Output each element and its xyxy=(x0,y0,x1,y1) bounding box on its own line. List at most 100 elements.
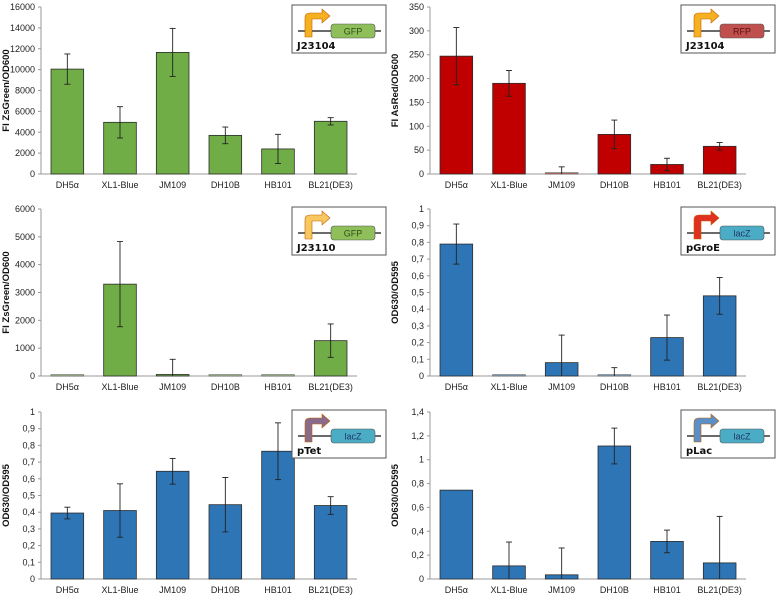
promoter-label: J23104 xyxy=(296,41,336,52)
y-tick-label: 350 xyxy=(409,2,424,12)
x-tick-label: DH5α xyxy=(56,382,79,392)
y-tick-label: 10000 xyxy=(10,65,35,75)
x-tick-label: DH10B xyxy=(211,585,240,595)
gene-box xyxy=(719,428,765,444)
construct-diagram: lacZ pGroE xyxy=(680,206,776,256)
promoter-label: J23110 xyxy=(296,243,336,254)
bar xyxy=(492,374,526,377)
x-tick-label: DH5α xyxy=(56,180,79,190)
x-tick-label: JM109 xyxy=(159,382,186,392)
y-tick-label: 3000 xyxy=(15,288,35,298)
x-tick-label: DH5α xyxy=(445,585,468,595)
y-tick-label: 1,4 xyxy=(411,407,424,417)
y-axis-label: FI AsRed/OD600 xyxy=(390,54,401,128)
x-tick-label: HB101 xyxy=(653,585,681,595)
x-tick-label: XL1-Blue xyxy=(490,585,527,595)
chart-panel-pgroe-lacz: 0 0,1 0,2 0,3 0,4 0,5 0,6 0,7 0,8 0,9 1 OD630/OD595… xyxy=(389,202,778,401)
y-tick-label: 8000 xyxy=(15,86,35,96)
y-tick-label: 0 xyxy=(30,169,35,179)
y-tick-label: 50 xyxy=(414,145,424,155)
x-tick-label: HB101 xyxy=(653,180,681,190)
y-axis-label: OD630/OD595 xyxy=(390,463,401,527)
x-tick-label: BL21(DE3) xyxy=(308,585,353,595)
y-tick-label: 0,5 xyxy=(411,288,424,298)
chart-panel-plac-lacz: 0 0,2 0,4 0,6 0,8 1 1,2 1,4 OD630/OD595 DH5α XL1-B… xyxy=(389,405,778,604)
y-tick-label: 0,3 xyxy=(22,524,35,534)
promoter-label: pLac xyxy=(686,446,712,457)
y-tick-label: 0,4 xyxy=(411,304,424,314)
y-tick-label: 0 xyxy=(419,169,424,179)
bar xyxy=(702,145,737,175)
bar xyxy=(492,82,526,175)
bar xyxy=(313,505,348,580)
y-tick-label: 0 xyxy=(419,371,424,381)
gene-label: RFP xyxy=(733,27,751,37)
bar xyxy=(261,374,295,377)
y-tick-label: 0,6 xyxy=(22,474,35,484)
x-tick-label: HB101 xyxy=(653,382,681,392)
y-tick-label: 200 xyxy=(409,74,424,84)
chart-panel-j23104-rfp: 0 50 100 150 200 250 300 350 FI AsRed/OD600 DH5α X… xyxy=(389,0,778,199)
gene-box xyxy=(330,225,376,241)
y-tick-label: 0,4 xyxy=(411,526,424,536)
y-axis-label: OD630/OD595 xyxy=(1,463,12,527)
chart-panel-j23104-gfp: 0 2000 4000 6000 8000 10000 12000 14000 16000 FI … xyxy=(0,0,389,199)
y-tick-label: 6000 xyxy=(15,204,35,214)
promoter-arrow-icon xyxy=(304,413,331,443)
bar-chart: 0 0,2 0,4 0,6 0,8 1 1,2 1,4 OD630/OD595 DH5α XL1-B… xyxy=(390,407,776,595)
y-tick-label: 0,1 xyxy=(22,557,35,567)
promoter-arrow-icon xyxy=(304,210,331,240)
y-tick-label: 1 xyxy=(419,204,424,214)
y-tick-label: 0,8 xyxy=(411,237,424,247)
bar xyxy=(597,445,632,580)
chart-panel-j23110-gfp: 0 1000 2000 3000 4000 5000 6000 FI ZsGreen/OD60… xyxy=(0,202,389,401)
bar-chart: 0 2000 4000 6000 8000 10000 12000 14000 16000 FI … xyxy=(1,2,387,190)
y-tick-label: 4000 xyxy=(15,127,35,137)
y-tick-label: 0,8 xyxy=(411,479,424,489)
bar xyxy=(155,470,190,580)
construct-diagram: lacZ pLac xyxy=(680,409,776,459)
y-tick-label: 12000 xyxy=(10,44,35,54)
x-tick-label: JM109 xyxy=(548,180,575,190)
y-axis-label: FI ZsGreen/OD600 xyxy=(1,251,12,333)
x-tick-label: DH10B xyxy=(600,180,629,190)
gene-label: GFP xyxy=(344,229,363,239)
construct-diagram: RFP J23104 xyxy=(680,4,776,54)
y-tick-label: 0,2 xyxy=(411,338,424,348)
construct-diagram: GFP J23110 xyxy=(291,206,387,256)
y-tick-label: 1,2 xyxy=(411,431,424,441)
y-tick-label: 1 xyxy=(419,455,424,465)
y-tick-label: 0,1 xyxy=(411,354,424,364)
x-tick-label: DH5α xyxy=(56,585,79,595)
bar xyxy=(50,374,85,377)
x-tick-label: DH10B xyxy=(211,382,240,392)
x-tick-label: DH10B xyxy=(600,382,629,392)
x-tick-label: BL21(DE3) xyxy=(308,180,353,190)
y-tick-label: 0 xyxy=(30,574,35,584)
y-tick-label: 0,5 xyxy=(22,491,35,501)
y-tick-label: 0,9 xyxy=(411,221,424,231)
x-tick-label: XL1-Blue xyxy=(101,585,138,595)
x-tick-label: BL21(DE3) xyxy=(697,585,742,595)
promoter-label: pGroE xyxy=(686,243,720,254)
y-axis-label: OD630/OD595 xyxy=(390,260,401,324)
y-tick-label: 0,6 xyxy=(411,502,424,512)
gene-label: lacZ xyxy=(733,229,751,239)
bar xyxy=(439,243,474,377)
y-axis-label: FI ZsGreen/OD600 xyxy=(1,49,12,131)
x-tick-label: BL21(DE3) xyxy=(697,180,742,190)
x-tick-label: DH10B xyxy=(600,585,629,595)
y-tick-label: 0,2 xyxy=(411,550,424,560)
y-tick-label: 300 xyxy=(409,26,424,36)
promoter-arrow-icon xyxy=(304,8,331,38)
y-tick-label: 250 xyxy=(409,50,424,60)
bar-chart: 0 0,1 0,2 0,3 0,4 0,5 0,6 0,7 0,8 0,9 1 OD630/OD595… xyxy=(1,407,387,595)
y-tick-label: 2000 xyxy=(15,148,35,158)
bar-chart: 0 50 100 150 200 250 300 350 FI AsRed/OD600 DH5α X… xyxy=(390,2,776,190)
gene-label: lacZ xyxy=(344,432,362,442)
x-tick-label: BL21(DE3) xyxy=(697,382,742,392)
promoter-label: J23104 xyxy=(685,41,725,52)
x-tick-label: XL1-Blue xyxy=(490,382,527,392)
gene-box xyxy=(330,23,376,39)
bar xyxy=(50,512,85,580)
